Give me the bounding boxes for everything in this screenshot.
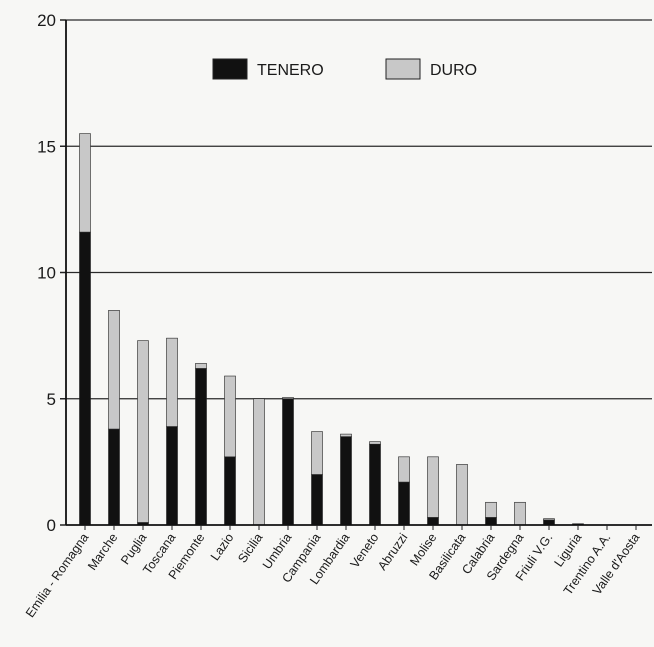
category-label: Emilia - Romagna [23, 531, 91, 620]
bar-duro [543, 518, 555, 521]
bar-duro [514, 501, 526, 526]
bar-tenero [311, 474, 323, 526]
legend-swatch-tenero [212, 58, 248, 80]
y-tick-labels: 0 5 10 15 20 [37, 11, 56, 535]
y-tick-label: 0 [47, 516, 56, 535]
legend-label-tenero: TENERO [257, 62, 324, 79]
bar-duro [340, 433, 352, 437]
bar-tenero [166, 426, 178, 526]
bar-duro [311, 431, 323, 475]
bar-tenero [340, 436, 352, 526]
bar-tenero [282, 398, 294, 526]
y-tick-label: 20 [37, 11, 56, 30]
bar-duro [166, 337, 178, 427]
category-label: Marche [85, 531, 120, 573]
bar-tenero [79, 231, 91, 526]
bar-duro [137, 340, 149, 523]
y-tick-label: 10 [37, 264, 56, 283]
bar-duro [224, 375, 236, 458]
bar-duro [108, 310, 120, 430]
bar-duro [253, 398, 265, 526]
bar-duro [369, 441, 381, 445]
y-tick-label: 15 [37, 137, 56, 156]
category-label: Sicilia [235, 531, 265, 566]
bar-duro [282, 397, 294, 400]
gridlines [66, 19, 652, 400]
y-tick-label: 5 [47, 390, 56, 409]
bar-tenero [224, 456, 236, 526]
bar-tenero [369, 443, 381, 526]
bar-duro [456, 464, 468, 526]
bar-tenero [427, 517, 439, 526]
bar-duro [79, 133, 91, 233]
bar-tenero [398, 481, 410, 526]
bar-duro [485, 501, 497, 518]
category-label: Lazio [208, 531, 237, 564]
bar-duro [427, 456, 439, 518]
legend: TENERO DURO [212, 58, 477, 80]
bars [79, 133, 584, 526]
category-label: Abruzzi [375, 531, 410, 573]
x-category-labels: Emilia - RomagnaMarchePugliaToscanaPiemo… [23, 531, 642, 620]
legend-swatch-duro [385, 58, 421, 80]
bar-tenero [108, 428, 120, 526]
axes [60, 19, 652, 530]
bar-duro [398, 456, 410, 483]
bar-tenero [195, 368, 207, 526]
bar-tenero [485, 517, 497, 526]
legend-label-duro: DURO [430, 62, 477, 79]
bar-duro [195, 363, 207, 369]
